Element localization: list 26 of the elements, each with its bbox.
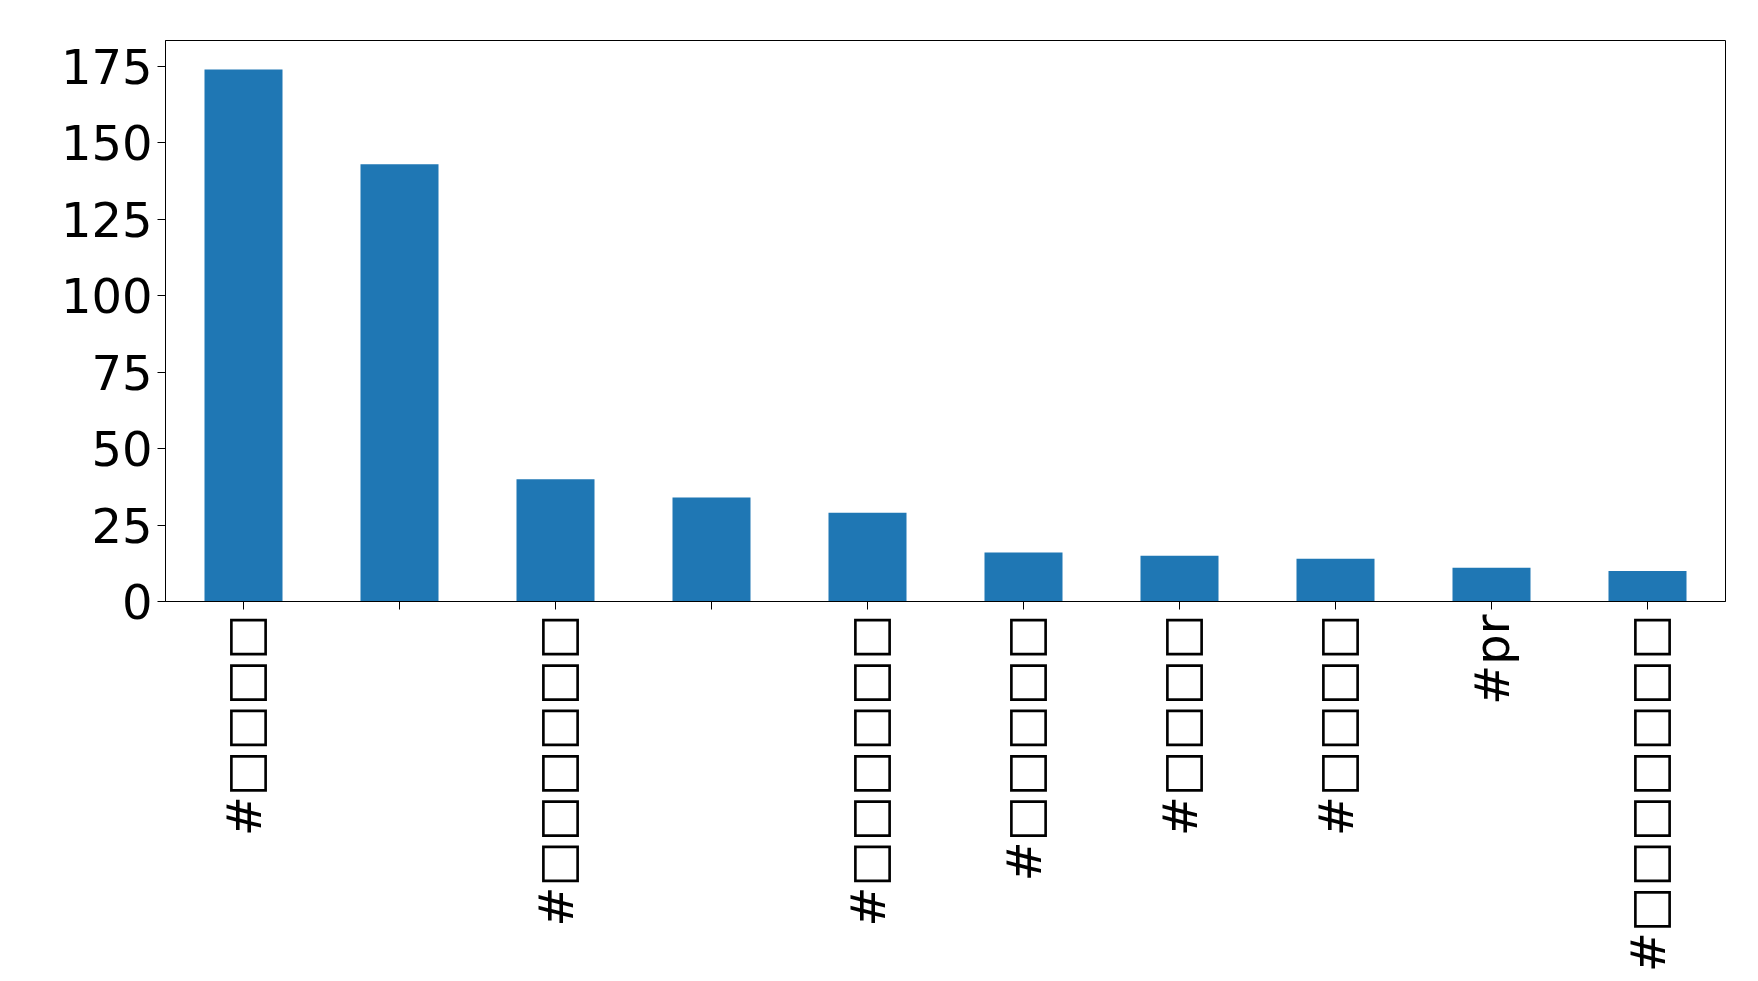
x-tick-label: #□□□□	[215, 614, 272, 837]
bar	[828, 512, 907, 602]
bar	[1140, 555, 1219, 602]
y-tick-label: 0	[121, 574, 153, 630]
bar	[1296, 558, 1375, 602]
y-tick-label: 25	[91, 497, 153, 554]
y-tick-label: 100	[60, 268, 153, 325]
bar	[204, 69, 283, 602]
bar	[984, 552, 1063, 602]
x-tick-label: #pr	[1463, 614, 1520, 705]
x-tick-label: #□□□□□□	[527, 614, 584, 927]
bar	[1608, 570, 1687, 602]
bar	[360, 164, 439, 602]
y-tick-label: 50	[91, 421, 153, 478]
bar	[1452, 567, 1531, 602]
y-tick-label: 75	[91, 344, 153, 401]
x-tick-label: #□□□□□□	[839, 614, 896, 927]
y-tick-label: 150	[60, 115, 153, 172]
y-tick-label: 175	[60, 38, 153, 95]
y-tick-label: 125	[60, 191, 153, 248]
x-tick-label: #□□□□	[1151, 614, 1208, 837]
bar	[516, 479, 595, 602]
x-tick-label: #□□□□	[1307, 614, 1364, 837]
bar	[672, 497, 751, 602]
x-tick-label: #□□□□□□□	[1619, 614, 1676, 973]
x-tick-label: #□□□□□	[995, 614, 1052, 882]
